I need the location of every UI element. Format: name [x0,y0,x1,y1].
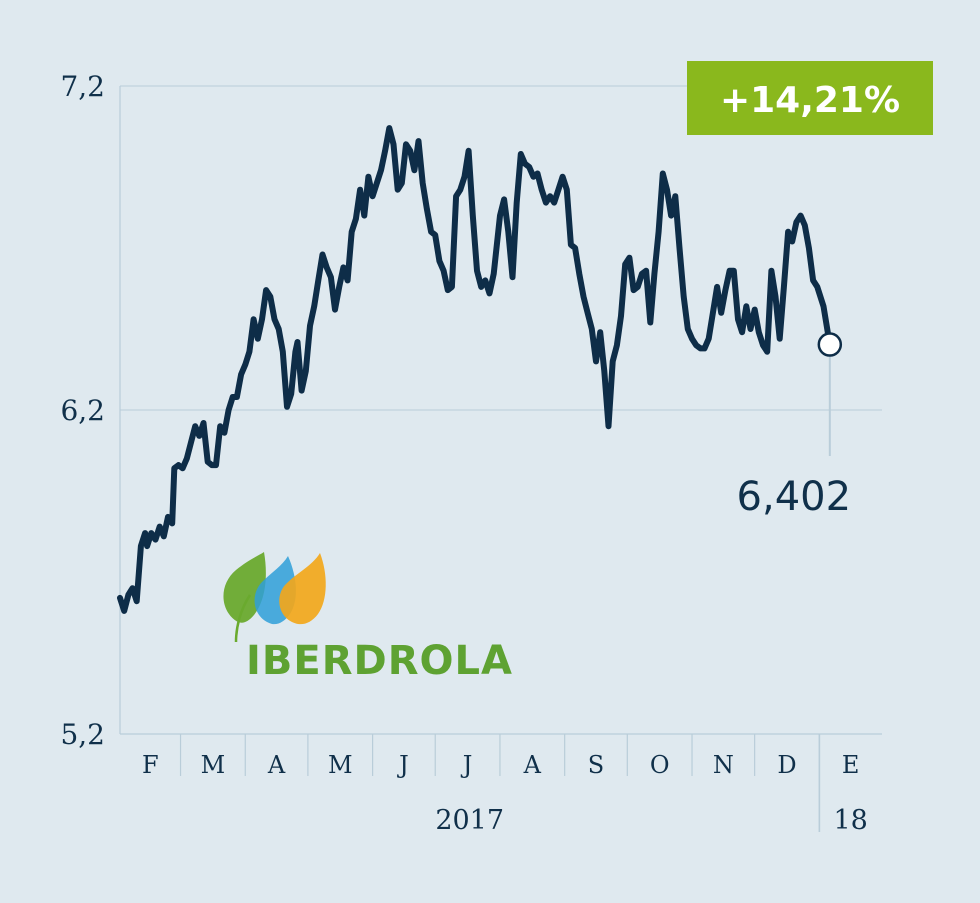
last-value-label: 6,402 [737,474,852,520]
x-tick-label: A [267,751,286,779]
iberdrola-logo: IBERDROLA [223,552,512,684]
y-tick-label: 7,2 [60,70,105,103]
year-label: 18 [834,805,868,836]
x-tick-label: O [650,751,670,779]
x-tick-label: S [588,751,604,779]
x-tick-label: N [713,751,734,779]
badge-text: +14,21% [720,80,900,121]
y-tick-label: 6,2 [60,394,105,427]
x-tick-label: F [142,751,159,779]
year-label: 2017 [435,805,504,836]
x-tick-label: J [396,751,409,779]
x-tick-label: M [328,751,353,779]
x-axis: F M A M J J A S O N D E 2017 18 [120,733,882,836]
last-value-marker [817,332,843,357]
x-tick-label: E [842,751,860,779]
price-line [117,125,833,614]
y-tick-label: 5,2 [60,718,105,751]
grid-lines [119,85,882,735]
x-tick-label: M [201,751,226,779]
x-tick-label: A [523,751,542,779]
logo-wordmark: IBERDROLA [246,638,513,684]
badge-background [687,61,933,135]
performance-badge: +14,21% [687,61,933,135]
y-tick-labels: 5,2 6,2 7,2 [60,70,105,751]
flame-icon [279,553,326,625]
x-tick-label: J [460,751,473,779]
x-tick-label: D [777,751,796,779]
